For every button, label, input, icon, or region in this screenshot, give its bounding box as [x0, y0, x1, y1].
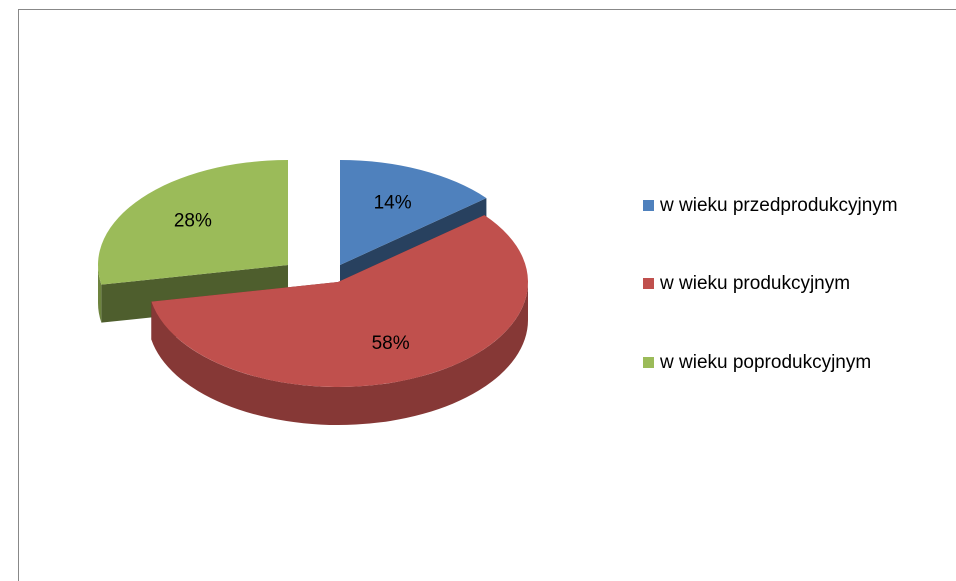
legend-item: w wieku produkcyjnym: [643, 268, 850, 300]
slice-side: [98, 265, 102, 323]
legend-item: w wieku przedprodukcyjnym: [643, 190, 900, 222]
data-label: 58%: [372, 333, 410, 354]
legend-swatch: [643, 200, 654, 211]
legend-swatch: [643, 357, 654, 368]
slice-side: [151, 282, 528, 426]
legend-item: w wieku poprodukcyjnym: [643, 347, 871, 379]
pie-slice: [98, 160, 288, 285]
data-label: 14%: [374, 192, 412, 213]
data-label: 28%: [174, 211, 212, 232]
legend-label: w wieku przedprodukcyjnym: [660, 195, 898, 216]
chart-frame: [18, 9, 956, 581]
legend-label: w wieku poprodukcyjnym: [660, 352, 872, 373]
legend-label: w wieku produkcyjnym: [660, 273, 851, 294]
pie-slice: [340, 160, 487, 265]
slice-cut-face: [101, 265, 289, 323]
pie-slice: [151, 215, 529, 387]
legend-swatch: [643, 278, 654, 289]
